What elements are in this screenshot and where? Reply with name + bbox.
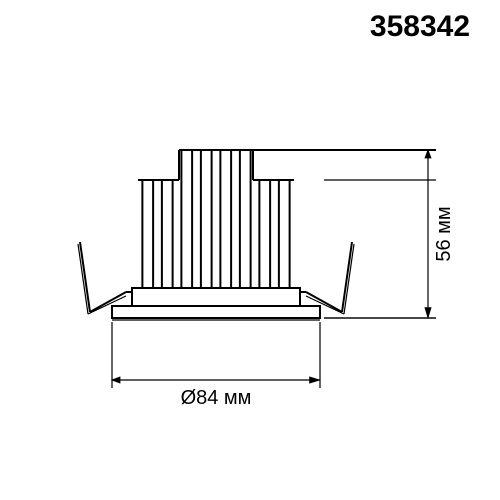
height-dimension-label: 56 мм: [433, 206, 455, 261]
width-dimension-label: Ø84 мм: [181, 387, 252, 409]
technical-drawing: Ø84 мм 56 мм: [0, 0, 500, 500]
model-number: 358342: [370, 10, 470, 44]
